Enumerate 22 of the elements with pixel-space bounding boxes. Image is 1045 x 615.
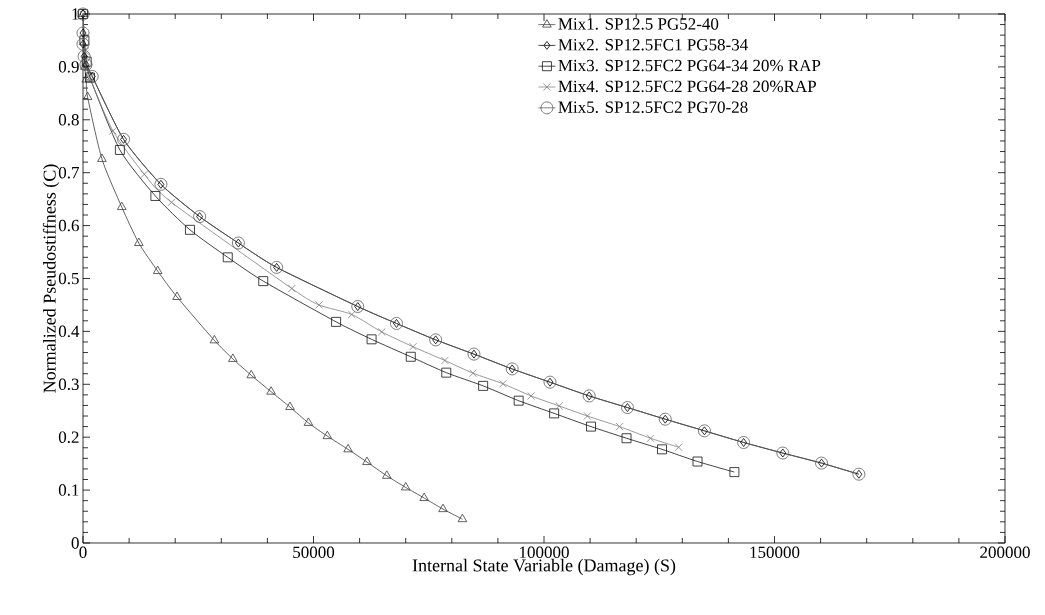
legend-label: Mix5. SP12.5FC2 PG70-28 — [558, 101, 748, 113]
x-tick-label: 200000 — [980, 546, 1030, 558]
x-axis-title: Internal State Variable (Damage) (S) — [412, 558, 676, 576]
y-tick-label: 0.2 — [58, 431, 79, 443]
y-tick-label: 0 — [71, 537, 79, 549]
y-tick-label: 0.8 — [58, 114, 79, 126]
legend-label: Mix4. SP12.5FC2 PG64-28 20%RAP — [558, 80, 816, 93]
legend-label: Mix1. SP12.5 PG52-40 — [558, 18, 719, 30]
y-tick-label: 0.7 — [58, 166, 79, 179]
y-tick-label: 0.6 — [58, 219, 79, 232]
y-tick-label: 1 — [72, 8, 79, 20]
legend-label: Mix2. SP12.5FC1 PG58-34 — [558, 39, 748, 51]
x-tick-label: 150000 — [750, 546, 800, 558]
y-axis-title: Normalized Pseudostiffness (C) — [42, 164, 60, 393]
x-tick-label: 100000 — [519, 546, 569, 558]
y-tick-label: 0.3 — [58, 378, 79, 391]
y-tick-label: 0.1 — [58, 484, 79, 496]
legend-label: Mix3. SP12.5FC2 PG64-34 20% RAP — [558, 59, 821, 72]
y-tick-label: 0.4 — [58, 325, 80, 338]
y-tick-label: 0.5 — [58, 272, 79, 285]
y-tick-label: 0.9 — [58, 61, 79, 73]
x-tick-label: 50000 — [293, 546, 335, 558]
